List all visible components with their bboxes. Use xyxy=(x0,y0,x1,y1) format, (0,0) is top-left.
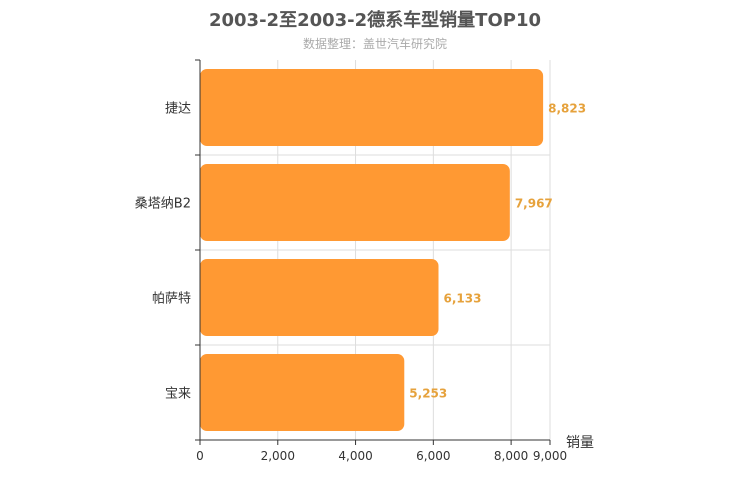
x-tick-label-1: 2,000 xyxy=(261,449,295,463)
x-tick-label-3: 6,000 xyxy=(416,449,450,463)
bar-2 xyxy=(200,259,439,336)
category-label-0: 捷达 xyxy=(165,102,191,117)
bar-1 xyxy=(200,164,510,241)
data-label-0: 8,823 xyxy=(548,102,586,116)
category-label-3: 宝来 xyxy=(165,387,191,402)
data-label-3: 5,253 xyxy=(409,387,447,401)
category-label-2: 帕萨特 xyxy=(152,292,191,307)
bar-0 xyxy=(200,69,544,146)
x-tick-label-2: 4,000 xyxy=(338,449,372,463)
chart-title: 2003-2至2003-2德系车型销量TOP10 xyxy=(208,10,541,31)
x-tick-label-0: 0 xyxy=(196,449,204,463)
data-label-1: 7,967 xyxy=(515,197,553,211)
x-tick-label-4: 8,000 xyxy=(494,449,528,463)
data-label-2: 6,133 xyxy=(444,292,482,306)
x-tick-label-5: 9,000 xyxy=(533,449,567,463)
x-axis-title: 销量 xyxy=(566,435,594,451)
chart-subtitle: 数据整理：盖世汽车研究院 xyxy=(302,37,447,51)
category-label-1: 桑塔纳B2 xyxy=(135,197,191,212)
bar-3 xyxy=(200,354,405,431)
